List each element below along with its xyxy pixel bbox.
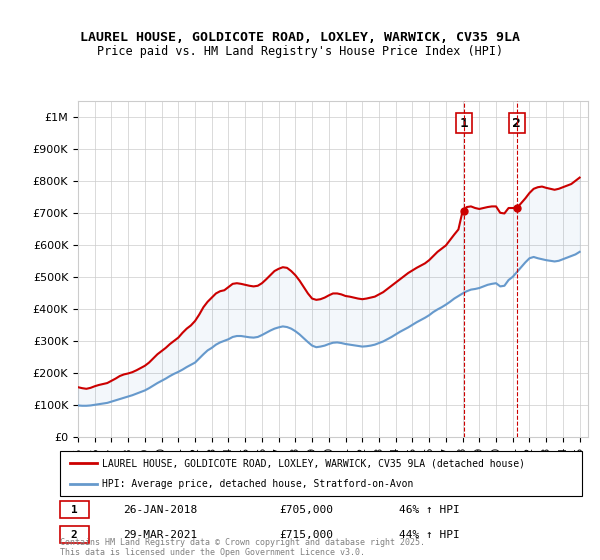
FancyBboxPatch shape — [60, 526, 89, 543]
Text: LAUREL HOUSE, GOLDICOTE ROAD, LOXLEY, WARWICK, CV35 9LA: LAUREL HOUSE, GOLDICOTE ROAD, LOXLEY, WA… — [80, 31, 520, 44]
Text: 44% ↑ HPI: 44% ↑ HPI — [400, 530, 460, 540]
Text: 46% ↑ HPI: 46% ↑ HPI — [400, 505, 460, 515]
Text: 29-MAR-2021: 29-MAR-2021 — [122, 530, 197, 540]
Text: Contains HM Land Registry data © Crown copyright and database right 2025.
This d: Contains HM Land Registry data © Crown c… — [60, 538, 425, 557]
Text: Price paid vs. HM Land Registry's House Price Index (HPI): Price paid vs. HM Land Registry's House … — [97, 45, 503, 58]
Text: £705,000: £705,000 — [279, 505, 333, 515]
Text: £715,000: £715,000 — [279, 530, 333, 540]
Text: 2: 2 — [71, 530, 77, 540]
Text: LAUREL HOUSE, GOLDICOTE ROAD, LOXLEY, WARWICK, CV35 9LA (detached house): LAUREL HOUSE, GOLDICOTE ROAD, LOXLEY, WA… — [102, 458, 525, 468]
Text: 1: 1 — [460, 116, 468, 130]
Text: 2: 2 — [512, 116, 521, 130]
Text: 26-JAN-2018: 26-JAN-2018 — [122, 505, 197, 515]
Text: 1: 1 — [71, 505, 77, 515]
FancyBboxPatch shape — [60, 501, 89, 518]
FancyBboxPatch shape — [60, 451, 582, 496]
Text: HPI: Average price, detached house, Stratford-on-Avon: HPI: Average price, detached house, Stra… — [102, 479, 413, 489]
